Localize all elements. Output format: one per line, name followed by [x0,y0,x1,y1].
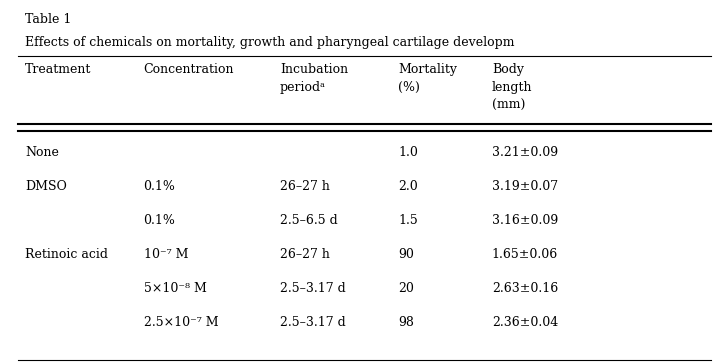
Text: 26–27 h: 26–27 h [280,180,330,193]
Text: 3.21±0.09: 3.21±0.09 [492,146,558,159]
Text: 2.5–3.17 d: 2.5–3.17 d [280,282,346,295]
Text: 0.1%: 0.1% [144,214,175,227]
Text: 90: 90 [398,248,414,261]
Text: None: None [25,146,59,159]
Text: 1.65±0.06: 1.65±0.06 [492,248,558,261]
Text: 10⁻⁷ M: 10⁻⁷ M [144,248,188,261]
Text: Effects of chemicals on mortality, growth and pharyngeal cartilage developm: Effects of chemicals on mortality, growt… [25,36,515,50]
Text: 0.1%: 0.1% [144,180,175,193]
Text: Treatment: Treatment [25,63,91,76]
Text: periodᵃ: periodᵃ [280,81,326,94]
Text: Incubation: Incubation [280,63,348,76]
Text: 26–27 h: 26–27 h [280,248,330,261]
Text: 98: 98 [398,316,414,329]
Text: Mortality: Mortality [398,63,457,76]
Text: 2.36±0.04: 2.36±0.04 [492,316,558,329]
Text: 1.5: 1.5 [398,214,419,227]
Text: Body: Body [492,63,524,76]
Text: 3.19±0.07: 3.19±0.07 [492,180,558,193]
Text: Table 1: Table 1 [25,13,72,26]
Text: Retinoic acid: Retinoic acid [25,248,108,261]
Text: 5×10⁻⁸ M: 5×10⁻⁸ M [144,282,207,295]
Text: 20: 20 [398,282,414,295]
Text: 2.63±0.16: 2.63±0.16 [492,282,558,295]
Text: Concentration: Concentration [144,63,234,76]
Text: (mm): (mm) [492,99,525,112]
Text: 3.16±0.09: 3.16±0.09 [492,214,558,227]
Text: DMSO: DMSO [25,180,67,193]
Text: 2.0: 2.0 [398,180,419,193]
Text: 2.5–3.17 d: 2.5–3.17 d [280,316,346,329]
Text: 2.5×10⁻⁷ M: 2.5×10⁻⁷ M [144,316,218,329]
Text: length: length [492,81,532,94]
Text: (%): (%) [398,81,420,94]
Text: 2.5–6.5 d: 2.5–6.5 d [280,214,337,227]
Text: 1.0: 1.0 [398,146,419,159]
